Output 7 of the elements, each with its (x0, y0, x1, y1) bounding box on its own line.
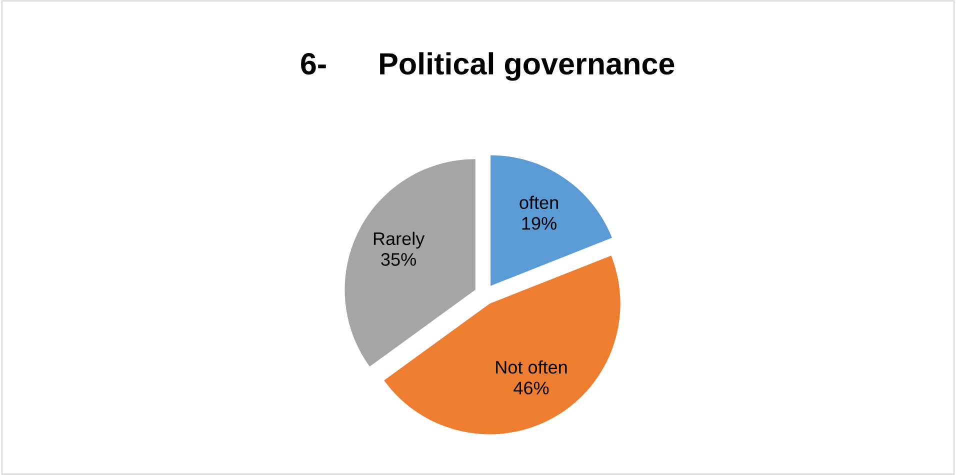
data-label: 35% (381, 253, 416, 266)
chart-title: 6- Political governance (301, 52, 674, 81)
data-label: 46% (514, 382, 549, 394)
slice-label: Rarely (374, 232, 425, 249)
slice-label: often (520, 196, 558, 210)
data-label: 19% (522, 216, 556, 230)
slice-label: Not often (496, 360, 567, 374)
